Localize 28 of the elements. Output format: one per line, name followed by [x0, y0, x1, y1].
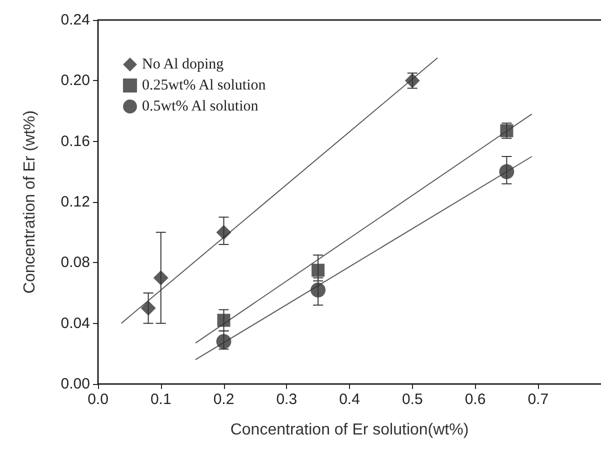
y-tick-label: 0.04	[60, 314, 90, 332]
point	[310, 282, 326, 298]
x-axis-title: Concentration of Er solution(wt%)	[230, 422, 469, 438]
y-tick-label: 0.12	[60, 194, 90, 210]
y-tick-label: 0.08	[60, 254, 90, 272]
x-tick-label: 0.4	[339, 391, 360, 408]
legend-label: 0.25wt% Al solution	[142, 78, 266, 94]
point	[312, 264, 325, 277]
x-tick-label: 0.3	[276, 391, 298, 408]
point	[153, 270, 168, 286]
x-tick-label: 0.7	[528, 391, 549, 408]
y-tick-label: 0.20	[60, 72, 90, 90]
x-tick-label: 0.5	[402, 391, 423, 408]
point	[216, 224, 232, 240]
x-tick-label: 0.6	[464, 391, 486, 408]
y-tick-label: 0.00	[60, 376, 90, 392]
point	[499, 164, 514, 180]
y-tick-label: 0.16	[60, 132, 90, 150]
point	[217, 314, 230, 327]
point	[140, 300, 156, 316]
x-tick-label: 0.1	[150, 391, 172, 408]
y-axis-title: Concentration of Er (wt%)	[22, 110, 38, 294]
x-tick-label: 0.2	[213, 391, 234, 408]
point	[216, 334, 232, 350]
legend-label: 0.5wt% Al solution	[142, 98, 259, 114]
x-tick-label: 0.0	[88, 391, 108, 408]
y-tick-label: 0.24	[60, 12, 90, 28]
legend-label: No Al doping	[142, 56, 224, 72]
